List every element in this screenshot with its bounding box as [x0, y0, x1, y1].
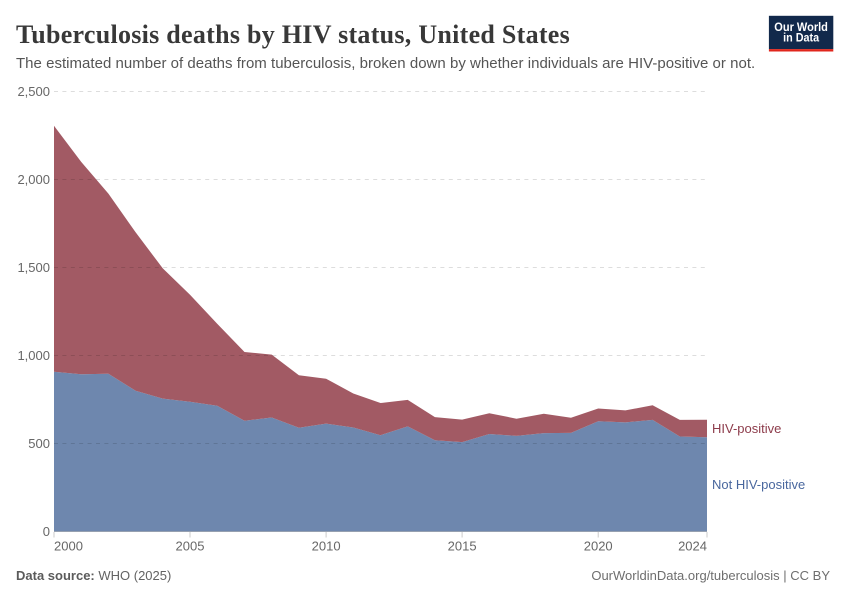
svg-text:0: 0	[43, 524, 50, 539]
svg-text:2020: 2020	[584, 539, 613, 554]
svg-text:in Data: in Data	[783, 31, 819, 45]
svg-text:2,000: 2,000	[17, 172, 50, 187]
svg-text:1,500: 1,500	[17, 260, 50, 275]
svg-text:2,500: 2,500	[17, 84, 50, 99]
svg-text:2005: 2005	[176, 539, 205, 554]
svg-text:2010: 2010	[312, 539, 341, 554]
svg-text:Our World: Our World	[774, 20, 828, 34]
svg-text:2024: 2024	[678, 539, 707, 554]
svg-text:1,000: 1,000	[17, 348, 50, 363]
svg-text:2000: 2000	[54, 539, 83, 554]
svg-text:500: 500	[28, 436, 50, 451]
svg-text:2015: 2015	[448, 539, 477, 554]
